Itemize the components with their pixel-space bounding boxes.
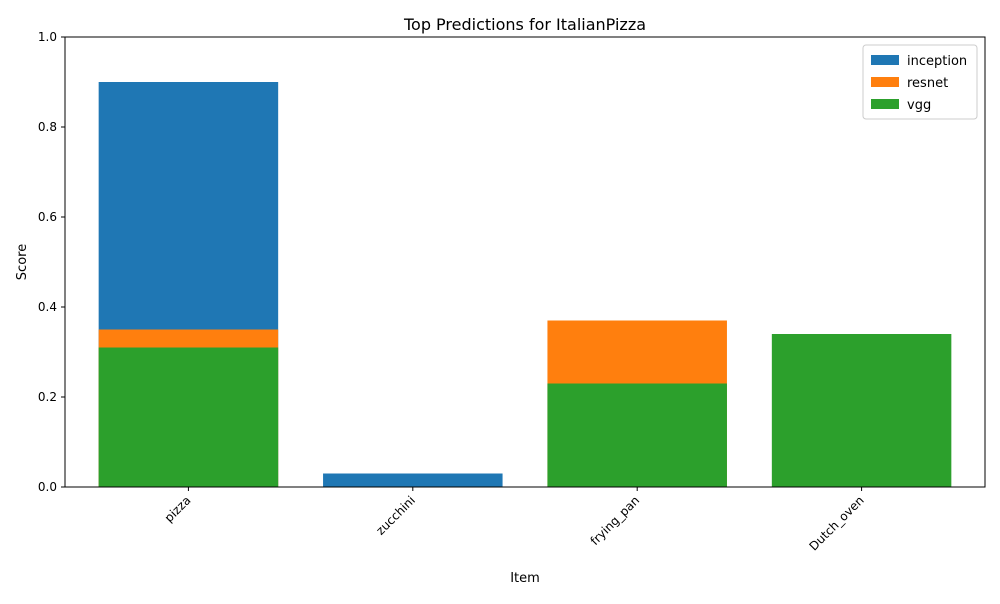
y-tick-label: 0.0: [38, 480, 57, 494]
chart-title: Top Predictions for ItalianPizza: [403, 15, 646, 34]
x-axis-label: Item: [510, 571, 540, 586]
y-tick-label: 1.0: [38, 30, 57, 44]
y-tick-label: 0.4: [38, 300, 57, 314]
legend-label-inception: inception: [907, 54, 967, 69]
legend-swatch-vgg: [871, 99, 899, 109]
y-axis-label: Score: [15, 244, 30, 280]
legend-swatch-inception: [871, 55, 899, 65]
plot-frame: [64, 36, 986, 488]
legend-label-vgg: vgg: [907, 98, 931, 113]
legend-label-resnet: resnet: [907, 76, 948, 91]
bar-inception-zucchini: [323, 473, 503, 487]
legend: inception resnet vgg: [862, 44, 978, 120]
legend-swatch-resnet: [871, 77, 899, 87]
bars-layer: [98, 82, 952, 487]
bar-vgg-Dutch_oven: [771, 334, 952, 487]
bar-vgg-pizza: [98, 347, 279, 487]
y-tick-label: 0.8: [38, 120, 57, 134]
y-tick-label: 0.6: [38, 210, 57, 224]
y-axis: 0.0 0.2 0.4 0.6 0.8 1.0: [38, 30, 65, 494]
y-tick-label: 0.2: [38, 390, 57, 404]
bar-vgg-frying_pan: [547, 383, 727, 487]
